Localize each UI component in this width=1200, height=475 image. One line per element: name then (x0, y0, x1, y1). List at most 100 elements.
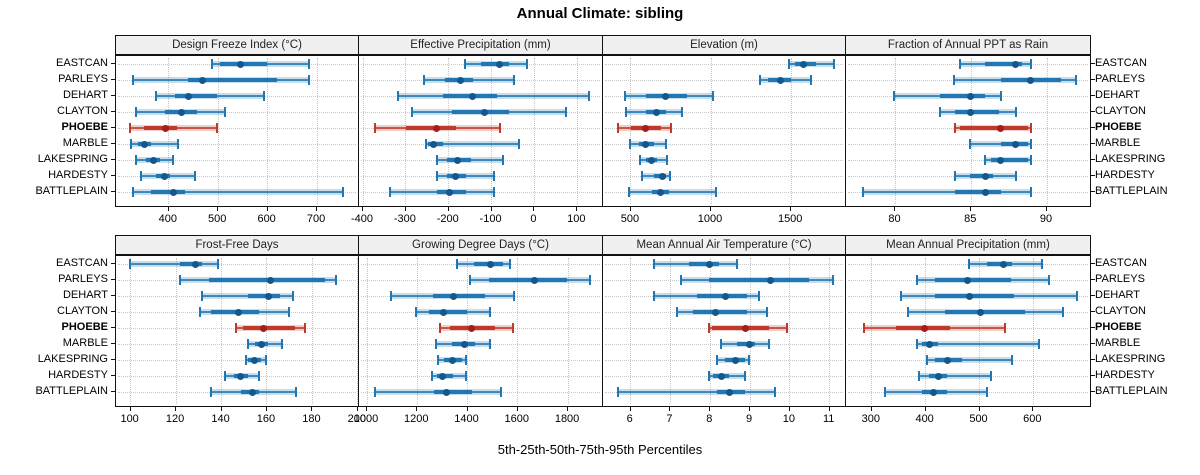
percentile-line-5-95 (927, 359, 1012, 361)
whisker-cap (712, 91, 715, 101)
x-axis-tick (894, 207, 896, 211)
whisker-cap (1029, 139, 1032, 149)
panel-plot (602, 55, 846, 207)
site-label-left: CLAYTON (57, 305, 108, 317)
median-dot (1027, 76, 1035, 84)
interquartile-bar-25-75 (935, 294, 1014, 298)
x-gridline (467, 258, 469, 404)
whisker-cap (624, 107, 627, 117)
whisker-cap (714, 187, 717, 197)
whisker-cap (211, 59, 214, 69)
x-axis-tick-label: 700 (306, 213, 326, 225)
percentile-line-5-95 (628, 191, 716, 193)
percentile-line-5-95 (426, 143, 520, 145)
whisker-cap (431, 371, 434, 381)
median-dot (170, 188, 178, 196)
whisker-cap (132, 75, 135, 85)
whisker-cap (129, 139, 132, 149)
whisker-cap (1047, 275, 1050, 285)
whisker-cap (287, 307, 290, 317)
whisker-cap (513, 291, 516, 301)
site-label-left: BATTLEPLAIN (35, 385, 108, 397)
whisker-cap (199, 307, 202, 317)
whisker-cap (1004, 323, 1007, 333)
panel-strip: Mean Annual Precipitation (mm) (845, 235, 1091, 255)
median-dot (717, 372, 725, 380)
median-dot (642, 124, 650, 132)
percentile-line-5-95 (970, 143, 1031, 145)
median-dot (997, 156, 1005, 164)
whisker-cap (1029, 155, 1032, 165)
interquartile-bar-25-75 (991, 158, 1028, 162)
median-dot (934, 372, 942, 380)
whisker-cap (831, 275, 834, 285)
whisker-cap (833, 59, 836, 69)
whisker-cap (307, 59, 310, 69)
median-dot (162, 124, 170, 132)
median-dot (495, 60, 503, 68)
whisker-cap (1029, 187, 1032, 197)
median-dot (450, 292, 458, 300)
whisker-cap (863, 323, 866, 333)
whisker-cap (436, 155, 438, 165)
panel-strip: Frost-Free Days (115, 235, 359, 255)
whisker-cap (984, 155, 987, 165)
row-gridline (118, 144, 356, 145)
x-axis-tick (217, 207, 219, 211)
whisker-cap (224, 371, 227, 381)
site-label-right: PARLEYS (1095, 273, 1145, 285)
median-dot (438, 372, 446, 380)
row-gridline (605, 96, 843, 97)
y-axis-tick-right (1091, 111, 1095, 112)
whisker-cap (969, 139, 972, 149)
y-axis-tick-left (111, 279, 115, 280)
whisker-cap (676, 307, 679, 317)
x-axis-tick (447, 207, 449, 211)
y-axis-tick-left (111, 311, 115, 312)
whisker-cap (1075, 75, 1078, 85)
median-dot (264, 292, 272, 300)
row-gridline (605, 128, 843, 129)
whisker-cap (954, 123, 957, 133)
x-axis-tick (416, 407, 418, 411)
panel-strip-title: Effective Precipitation (mm) (410, 39, 551, 51)
site-label-right: BATTLEPLAIN (1095, 185, 1168, 197)
interquartile-bar-25-75 (709, 278, 809, 282)
x-gridline (517, 258, 519, 404)
x-gridline (789, 258, 791, 404)
whisker-cap (708, 323, 711, 333)
whisker-cap (134, 107, 137, 117)
whisker-cap (1037, 339, 1040, 349)
x-axis-tick-label: 1200 (404, 413, 429, 425)
whisker-cap (469, 275, 472, 285)
site-label-left: MARBLE (62, 137, 108, 149)
x-gridline (894, 58, 896, 204)
interquartile-bar-25-75 (480, 62, 510, 66)
median-dot (432, 124, 440, 132)
x-gridline (970, 58, 972, 204)
x-gridline (533, 58, 535, 204)
panel-plot (845, 255, 1091, 407)
site-label-left: LAKESPRING (37, 353, 108, 365)
whisker-cap (264, 355, 267, 365)
whisker-cap (217, 259, 220, 269)
whisker-cap (307, 75, 310, 85)
median-dot (921, 324, 929, 332)
row-gridline (118, 344, 356, 345)
row-gridline (605, 80, 843, 81)
panel-strip-title: Fraction of Annual PPT as Rain (887, 39, 1049, 51)
x-gridline (267, 58, 269, 204)
whisker-cap (397, 91, 400, 101)
median-dot (457, 76, 465, 84)
x-gridline (1032, 258, 1034, 404)
site-label-right: LAKESPRING (1095, 153, 1166, 165)
row-gridline (118, 112, 356, 113)
whisker-cap (883, 387, 886, 397)
whisker-cap (178, 275, 181, 285)
x-axis-tick-label: 6 (626, 413, 633, 425)
y-axis-tick-right (1091, 327, 1095, 328)
panel-strip: Design Freeze Index (°C) (115, 35, 359, 55)
site-label-left: BATTLEPLAIN (35, 185, 108, 197)
whisker-cap (785, 323, 788, 333)
whisker-cap (415, 307, 418, 317)
